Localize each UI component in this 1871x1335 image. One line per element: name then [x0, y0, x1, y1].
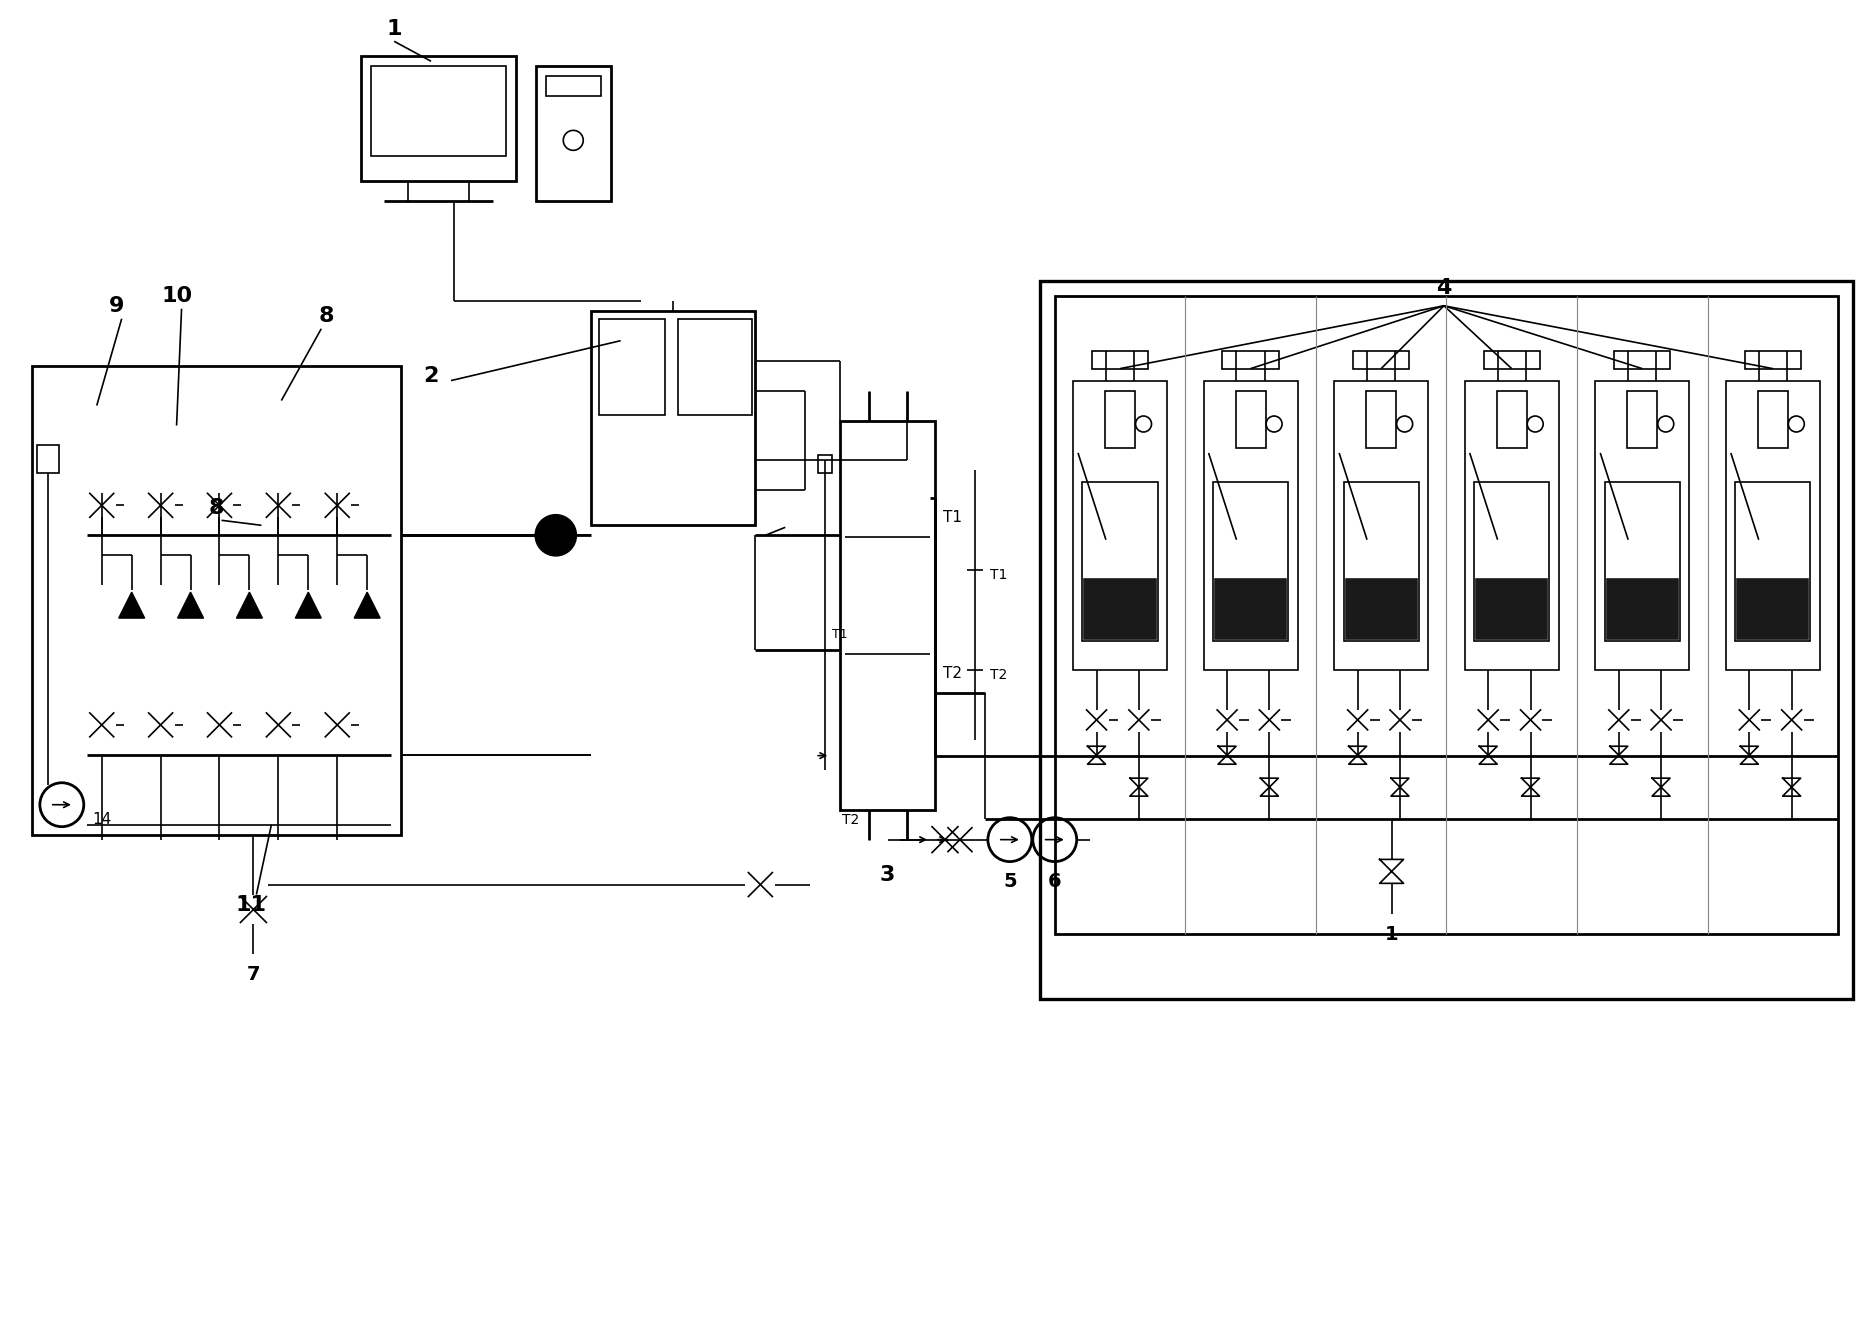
- Bar: [361, 56, 516, 182]
- Bar: [37, 446, 58, 474]
- Text: T2: T2: [842, 813, 859, 826]
- Text: 2: 2: [423, 366, 438, 386]
- Bar: [599, 319, 664, 415]
- Bar: [1106, 391, 1136, 449]
- Bar: [1055, 296, 1837, 934]
- Bar: [1083, 482, 1158, 641]
- Text: 1: 1: [1385, 925, 1398, 944]
- Text: T2: T2: [990, 668, 1007, 682]
- Bar: [1040, 280, 1852, 1000]
- Bar: [1605, 482, 1680, 641]
- Bar: [1734, 482, 1811, 641]
- Bar: [1345, 578, 1416, 639]
- Bar: [1343, 482, 1418, 641]
- Polygon shape: [118, 593, 144, 618]
- Bar: [1474, 482, 1549, 641]
- Bar: [1093, 351, 1149, 368]
- Bar: [1366, 391, 1396, 449]
- Bar: [1596, 380, 1690, 670]
- Polygon shape: [354, 593, 380, 618]
- Text: 10: 10: [161, 286, 193, 306]
- Bar: [1222, 351, 1278, 368]
- Bar: [1628, 391, 1658, 449]
- Text: 9: 9: [109, 296, 123, 316]
- Text: 14: 14: [92, 812, 112, 828]
- Text: T1: T1: [943, 510, 962, 525]
- Bar: [840, 421, 936, 810]
- Text: T2: T2: [943, 666, 962, 681]
- Bar: [1085, 578, 1156, 639]
- Bar: [1212, 482, 1289, 641]
- Bar: [1744, 351, 1802, 368]
- Polygon shape: [178, 593, 204, 618]
- Bar: [677, 319, 752, 415]
- Bar: [1738, 578, 1809, 639]
- Polygon shape: [296, 593, 322, 618]
- Text: 1: 1: [387, 19, 402, 39]
- Bar: [546, 76, 601, 96]
- Text: 3: 3: [879, 865, 896, 885]
- Bar: [1497, 391, 1527, 449]
- Polygon shape: [236, 593, 262, 618]
- Bar: [1214, 578, 1285, 639]
- Bar: [1353, 351, 1409, 368]
- Bar: [1334, 380, 1428, 670]
- Bar: [1203, 380, 1298, 670]
- Bar: [1235, 391, 1265, 449]
- Text: 5: 5: [1003, 872, 1016, 890]
- Bar: [1607, 578, 1678, 639]
- Text: 11: 11: [236, 894, 268, 914]
- Text: 8: 8: [318, 306, 335, 326]
- Bar: [1476, 578, 1547, 639]
- Text: T1: T1: [833, 627, 848, 641]
- Text: 8: 8: [210, 498, 225, 518]
- Text: T1: T1: [990, 569, 1007, 582]
- Bar: [1725, 380, 1820, 670]
- Text: 7: 7: [247, 965, 260, 984]
- Bar: [535, 67, 610, 202]
- Circle shape: [535, 515, 576, 555]
- Bar: [1615, 351, 1671, 368]
- Bar: [370, 67, 505, 156]
- Bar: [1465, 380, 1559, 670]
- Bar: [818, 455, 833, 474]
- Bar: [32, 366, 400, 834]
- Bar: [591, 311, 756, 525]
- Bar: [1074, 380, 1168, 670]
- Bar: [1757, 391, 1789, 449]
- Text: 6: 6: [1048, 872, 1061, 890]
- Text: 4: 4: [1437, 278, 1452, 298]
- Bar: [1484, 351, 1540, 368]
